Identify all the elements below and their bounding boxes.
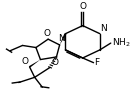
Text: O: O: [51, 58, 58, 67]
Text: F: F: [94, 58, 99, 67]
Text: N: N: [58, 34, 65, 43]
Text: NH$_2$: NH$_2$: [112, 37, 130, 49]
Text: O: O: [21, 57, 28, 66]
Text: O: O: [79, 2, 86, 11]
Text: N: N: [100, 24, 107, 33]
Polygon shape: [60, 33, 67, 45]
Polygon shape: [29, 60, 40, 67]
Text: O: O: [43, 29, 50, 38]
